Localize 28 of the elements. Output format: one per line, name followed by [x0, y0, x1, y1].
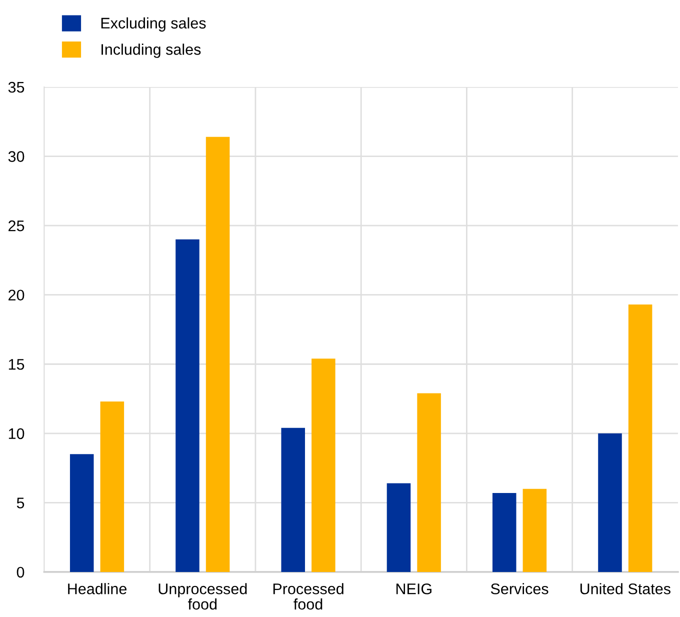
y-tick-label: 20 [8, 290, 24, 301]
y-tick-label: 35 [8, 82, 24, 93]
y-tick-label: 10 [8, 428, 24, 440]
legend-label: Including sales [102, 44, 201, 58]
y-tick-label: 25 [8, 220, 24, 232]
x-tick-label: Services [490, 583, 548, 594]
x-tick-label: United States [580, 583, 670, 594]
bar [598, 433, 622, 572]
bar [206, 136, 230, 572]
bar [70, 454, 94, 572]
x-tick-label: Unprocessed food [158, 583, 247, 610]
bar [386, 483, 411, 572]
x-tick-label: NEIG [396, 583, 432, 594]
x-tick-label: Headline [68, 583, 126, 594]
bar [522, 488, 547, 572]
y-tick-label: 0 [16, 566, 24, 578]
bar [281, 428, 305, 572]
x-tick-label: Processed food [273, 583, 344, 610]
bar [417, 393, 441, 572]
bar [100, 402, 124, 572]
y-tick-label: 5 [16, 498, 24, 508]
y-tick-label: 30 [8, 151, 24, 162]
legend-label: Excluding sales [101, 17, 206, 32]
bar [312, 358, 336, 572]
y-tick-label: 15 [8, 359, 24, 370]
bar [492, 492, 516, 572]
bar [628, 304, 652, 572]
bar [176, 239, 200, 572]
